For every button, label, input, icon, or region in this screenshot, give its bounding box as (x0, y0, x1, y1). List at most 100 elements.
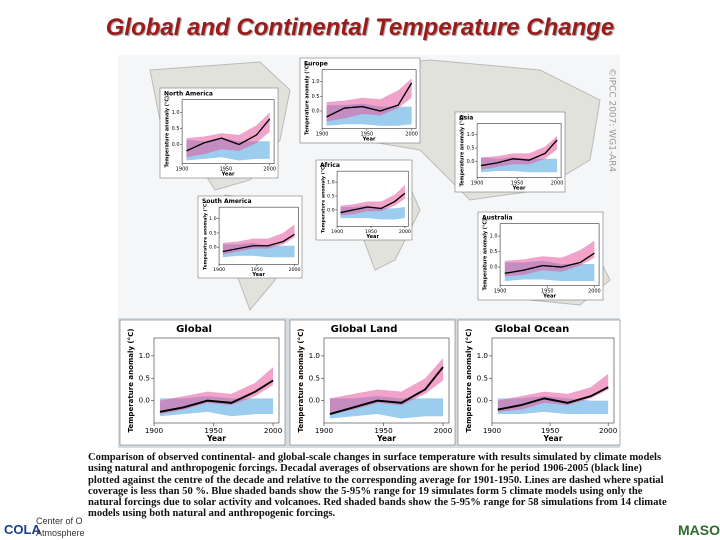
range-band (340, 184, 405, 216)
caption: Comparison of observed continental- and … (88, 452, 667, 520)
plot-frame (499, 223, 600, 286)
y-axis-label: Temperature anomaly (°C) (483, 219, 489, 291)
x-axis-label: Year (512, 186, 526, 192)
x-tick-label: 1950 (511, 180, 524, 186)
panel-title: Asia (459, 114, 473, 121)
panel-title: Australia (482, 214, 513, 221)
plot-frame (181, 99, 275, 164)
y-axis-label: Temperature anomaly (°C) (202, 201, 208, 270)
plot-frame (476, 123, 562, 178)
y-tick-label: 0.0 (477, 396, 489, 405)
x-tick-label: 1950 (541, 426, 560, 435)
plot-frame (218, 206, 299, 265)
y-tick-label: 0.5 (209, 230, 217, 236)
range-band (481, 135, 558, 170)
x-tick-label: 2000 (434, 426, 453, 435)
y-tick-label: 0.0 (467, 159, 475, 165)
y-axis-label: Temperature anomaly (°C) (296, 329, 305, 433)
range-band (186, 112, 270, 158)
x-tick-label: 2000 (263, 166, 276, 172)
x-axis-label: Year (362, 137, 376, 143)
logo-text: Atmosphere (36, 528, 85, 538)
panel-title: Global Land (331, 324, 398, 335)
x-tick-label: 1900 (176, 166, 189, 172)
x-tick-label: 1950 (361, 131, 374, 137)
observed-line (186, 118, 271, 152)
plot-frame (336, 170, 409, 227)
range-band (159, 367, 274, 415)
x-axis-label: Year (221, 172, 235, 178)
x-tick-label: 1950 (251, 267, 263, 273)
x-tick-label: 1900 (331, 229, 343, 235)
plot-frame (321, 69, 417, 129)
range-band (329, 358, 444, 415)
y-tick-label: 0.0 (309, 396, 321, 405)
plot-frame (491, 337, 615, 424)
x-tick-label: 2000 (405, 131, 418, 137)
y-tick-label: 0.0 (139, 396, 151, 405)
y-axis-label: Temperature anomaly (°C) (320, 164, 326, 233)
x-tick-label: 2000 (288, 267, 300, 273)
y-tick-label: 1.0 (139, 351, 151, 360)
y-tick-label: 1.0 (312, 79, 320, 85)
panel-title: South America (202, 198, 252, 205)
panel-title: Global (176, 324, 212, 335)
panel (457, 319, 621, 446)
figure: ©IPCC 2007: WG1-AR4 North America 0.0 0.5 1… (118, 55, 621, 448)
y-tick-label: 0.0 (209, 245, 217, 251)
logo-text: MASON (678, 522, 720, 538)
observed-line (340, 192, 406, 214)
observed-line (504, 252, 595, 274)
observed-line (222, 233, 295, 253)
y-tick-label: 1.0 (209, 216, 217, 222)
y-tick-label: 0.5 (490, 249, 498, 255)
y-axis-label: Temperature anomaly (°C) (305, 63, 311, 135)
range-band (222, 224, 295, 255)
x-tick-label: 1900 (483, 426, 502, 435)
x-tick-label: 1950 (365, 229, 377, 235)
y-tick-label: 1.0 (327, 180, 335, 186)
x-tick-label: 1950 (374, 426, 393, 435)
x-tick-label: 1950 (220, 166, 233, 172)
observed-line (326, 82, 413, 118)
plot-frame (153, 337, 280, 424)
y-tick-label: 1.0 (477, 351, 489, 360)
y-tick-label: 0.5 (139, 373, 150, 382)
slide-title: Global and Continental Temperature Chang… (105, 14, 615, 41)
y-tick-label: 0.5 (327, 194, 335, 200)
range-band (497, 373, 609, 412)
y-tick-label: 0.0 (327, 207, 335, 213)
y-tick-label: 0.5 (312, 94, 320, 100)
x-tick-label: 1900 (315, 426, 334, 435)
x-tick-label: 1900 (471, 180, 484, 186)
range-band (504, 240, 595, 277)
x-axis-label: Year (543, 434, 563, 443)
y-axis-label: Temperature anomaly (°C) (460, 115, 466, 187)
x-tick-label: 1900 (145, 426, 164, 435)
observed-line (480, 139, 558, 167)
y-tick-label: 0.0 (490, 265, 498, 271)
x-tick-label: 2000 (588, 288, 601, 294)
y-axis-label: Temperature anomaly (°C) (464, 329, 473, 433)
y-tick-label: 0.5 (477, 373, 488, 382)
y-tick-label: 1.0 (172, 110, 180, 116)
x-tick-label: 1950 (541, 288, 554, 294)
logo-text: Center of O (36, 516, 83, 526)
panel-title: Global Ocean (495, 324, 569, 335)
observed-line (497, 386, 609, 411)
x-axis-label: Year (365, 234, 379, 240)
x-tick-label: 1950 (204, 426, 223, 435)
x-axis-label: Year (206, 434, 226, 443)
observed-line (159, 379, 274, 413)
observed-line (329, 366, 444, 415)
y-axis-label: Temperature anomaly (°C) (126, 329, 135, 433)
y-tick-label: 1.0 (309, 351, 321, 360)
panel-title: Africa (320, 162, 340, 169)
x-axis-label: Year (542, 294, 556, 300)
x-axis-label: Year (376, 434, 396, 443)
x-tick-label: 2000 (599, 426, 618, 435)
x-tick-label: 1900 (316, 131, 329, 137)
panel-title: Europe (304, 60, 328, 67)
y-tick-label: 0.5 (467, 146, 475, 152)
